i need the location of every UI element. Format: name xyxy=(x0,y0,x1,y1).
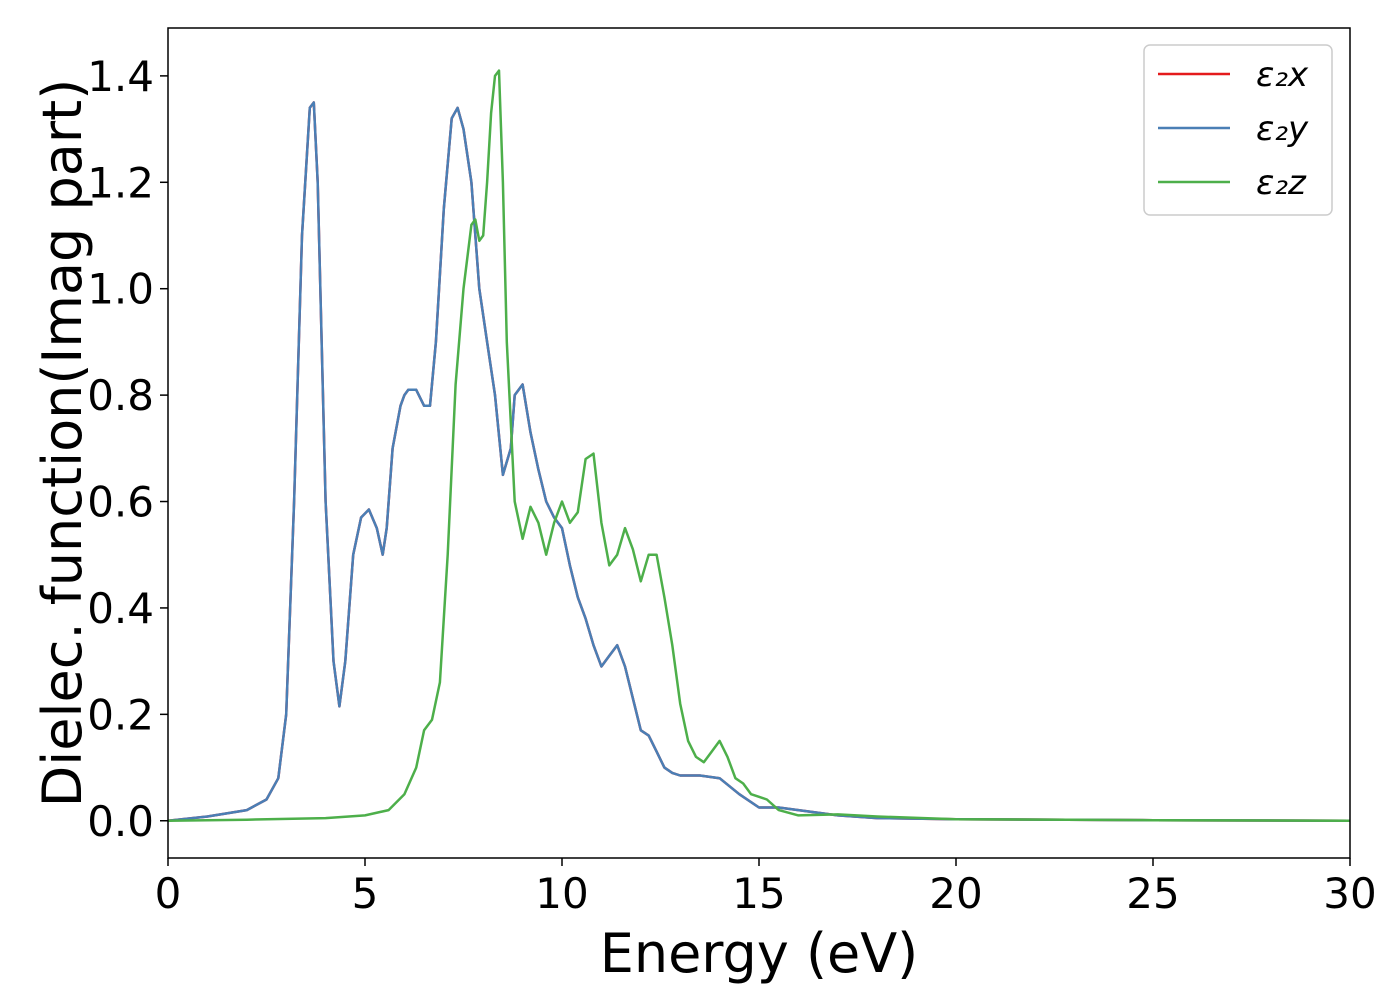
x-tick-label: 25 xyxy=(1126,869,1179,918)
y-tick-label: 1.2 xyxy=(87,158,154,207)
x-tick-label: 30 xyxy=(1323,869,1376,918)
y-tick-label: 0.4 xyxy=(87,584,154,633)
series-line-3 xyxy=(167,69,1351,823)
y-axis-title: Dielec. function(Imag part) xyxy=(31,79,94,808)
x-tick-label: 10 xyxy=(535,869,588,918)
y-tick-label: 0.8 xyxy=(87,371,154,420)
x-axis-ticks: 0 5 10 15 20 25 30 xyxy=(155,858,1377,918)
x-axis-title: Energy (eV) xyxy=(600,922,919,985)
series-lines xyxy=(167,69,1351,823)
legend-box xyxy=(1143,44,1333,216)
series-line-2 xyxy=(167,101,1351,823)
y-axis-ticks: 0.0 0.2 0.4 0.6 0.8 1.0 1.2 1.4 xyxy=(87,52,168,846)
legend-label: ε₂z xyxy=(1256,163,1307,203)
y-tick-label: 0.6 xyxy=(87,478,154,527)
x-tick-label: 0 xyxy=(155,869,182,918)
x-tick-label: 15 xyxy=(732,869,785,918)
y-tick-label: 0.0 xyxy=(87,797,154,846)
y-tick-label: 0.2 xyxy=(87,690,154,739)
x-tick-label: 5 xyxy=(352,869,379,918)
y-tick-label: 1.0 xyxy=(87,265,154,314)
y-tick-label: 1.4 xyxy=(87,52,154,101)
legend-label: ε₂y xyxy=(1256,109,1309,149)
legend: ε₂x ε₂y ε₂z xyxy=(1143,44,1333,216)
x-tick-label: 20 xyxy=(929,869,982,918)
legend-label: ε₂x xyxy=(1256,55,1309,95)
